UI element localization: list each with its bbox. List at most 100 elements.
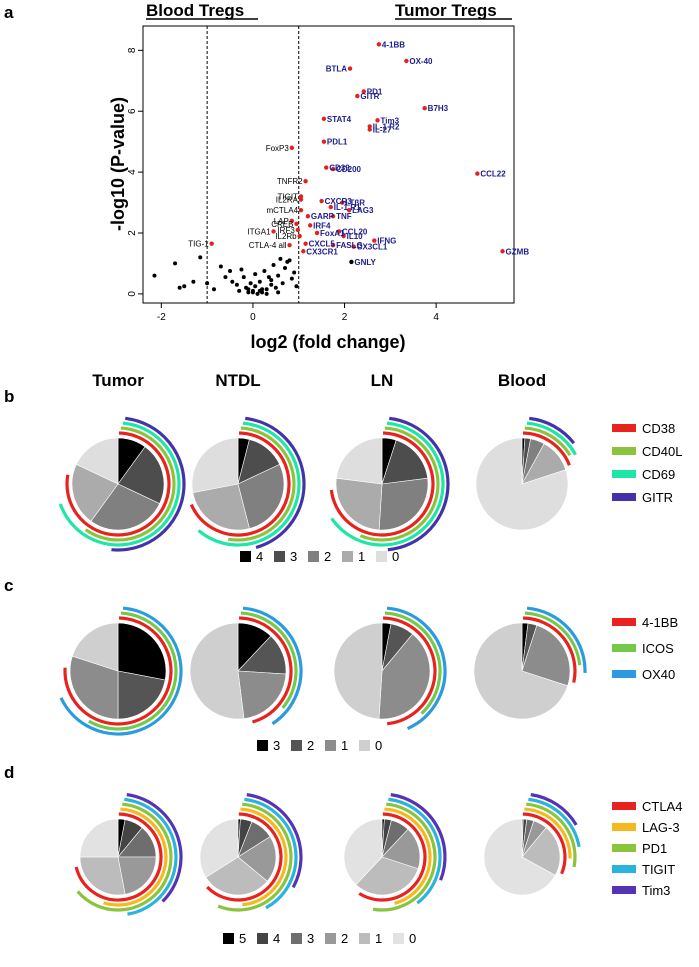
point-label: FoxP3 <box>266 144 290 153</box>
marker-arc-Tim3 <box>530 793 578 826</box>
data-point-TIGIT <box>298 194 304 199</box>
point-label: CTLA-4 all <box>249 241 287 250</box>
marker-arc-CTLA4 <box>206 812 283 902</box>
data-point <box>282 265 287 270</box>
scale-label: 0 <box>375 738 382 753</box>
marker-arc-PD1 <box>76 802 173 912</box>
scale-label: 4 <box>256 549 263 564</box>
marker-arc-CD38 <box>189 431 291 537</box>
data-point <box>292 270 297 275</box>
point-label: IFNG <box>377 237 396 246</box>
data-point-FoxA1 <box>314 230 320 236</box>
data-point <box>262 269 267 274</box>
pie-ntdl <box>189 606 303 726</box>
legend-label-CD38: CD38 <box>642 421 675 436</box>
data-point <box>278 256 283 261</box>
marker-arc-LAG-3 <box>524 807 572 859</box>
data-point-LAP <box>289 218 295 224</box>
data-point <box>198 255 203 260</box>
marker-arc-OX40 <box>386 606 447 731</box>
pie-slice <box>336 437 383 485</box>
point-label: GITR <box>360 92 379 101</box>
legend-label-CD69: CD69 <box>642 467 675 482</box>
pie-slice <box>335 477 383 531</box>
pie-slice <box>378 633 431 720</box>
marker-arc-CTLA4 <box>74 812 163 902</box>
pie-slice <box>378 477 429 531</box>
x-tick-label: 0 <box>250 312 256 323</box>
data-point <box>250 290 255 295</box>
pie-slice <box>521 624 571 687</box>
data-point <box>237 288 242 293</box>
marker-arc-CD38 <box>329 431 435 537</box>
data-point <box>246 290 251 295</box>
pie-slice <box>333 622 383 720</box>
data-point-IL-1 R2 <box>367 124 372 129</box>
legend-swatch-CD69 <box>612 470 636 478</box>
x-tick-label: 4 <box>433 312 439 323</box>
panel-label-d: d <box>4 763 14 782</box>
data-point-CXCR3 <box>319 198 324 204</box>
pie-slice <box>189 622 245 720</box>
legend-label-OX40: OX40 <box>642 667 675 682</box>
legend-swatch-4-1BB <box>612 618 636 626</box>
data-point <box>266 275 271 280</box>
data-point <box>248 281 253 286</box>
point-label: CX3CL1 <box>357 243 388 252</box>
legend-label-Tim3: Tim3 <box>642 883 670 898</box>
y-tick-label: 0 <box>127 291 138 297</box>
volcano-plot: Blood Tregs Tumor Tregs -2 0 2 4 0 2 4 6 8 4-1B… <box>108 1 529 352</box>
data-point-STAT4 <box>321 116 327 122</box>
legend-label-TIGIT: TIGIT <box>642 862 675 877</box>
data-point <box>211 287 216 292</box>
y-tick-label: 6 <box>127 108 138 114</box>
data-point <box>273 285 278 290</box>
data-point-FoxP3 <box>289 145 295 150</box>
marker-arc-CD69 <box>330 421 445 547</box>
data-point-PDL1 <box>321 139 327 144</box>
pie-slice <box>75 437 119 485</box>
data-point-mCTLA4 <box>298 207 304 213</box>
x-tick-label: -2 <box>157 312 166 323</box>
scale-swatch <box>257 933 268 944</box>
data-point-TIG-1 <box>209 241 214 246</box>
point-label: GARP <box>311 212 335 221</box>
scale-swatch <box>223 933 234 944</box>
point-label: IL-27 <box>373 125 392 134</box>
pie-slice <box>199 818 239 878</box>
scale-swatch <box>291 740 302 751</box>
data-point <box>241 275 246 280</box>
data-point <box>182 284 187 289</box>
scale-label: 2 <box>307 738 314 753</box>
pie-slice <box>381 439 428 485</box>
marker-arc-Tim3 <box>390 793 447 881</box>
data-point-CD200 <box>330 166 336 172</box>
marker-arc-LAG-3 <box>384 807 432 905</box>
point-label: 4-1BB <box>382 40 405 49</box>
marker-arc-OX40 <box>242 606 303 726</box>
data-point-IL-27 <box>367 127 372 132</box>
scale-swatch <box>359 740 370 751</box>
data-point-IL-1 R1 <box>328 204 333 210</box>
point-label: B7H3 <box>428 104 449 113</box>
data-point <box>257 279 262 284</box>
header-blood-tregs: Blood Tregs <box>146 1 244 20</box>
scale-swatch <box>257 740 268 751</box>
pie-slice <box>205 856 268 896</box>
pie-blood <box>473 606 587 720</box>
pie-slice <box>90 483 161 531</box>
marker-arc-GITR <box>387 416 450 552</box>
legend-label-PD1: PD1 <box>642 841 667 856</box>
pie-slice <box>237 464 285 529</box>
scale-swatch <box>325 933 336 944</box>
data-point-CX3CL1 <box>351 244 356 249</box>
marker-arc-Tim3 <box>246 793 303 889</box>
pie-ntdl <box>199 793 303 912</box>
data-point <box>276 273 281 278</box>
pie-slice <box>191 437 239 493</box>
pie-slice <box>483 818 556 896</box>
point-label: STAT4 <box>327 115 352 124</box>
pie-slice <box>71 622 119 672</box>
marker-arc-CD40L <box>359 426 440 542</box>
scale-swatch <box>376 551 387 562</box>
